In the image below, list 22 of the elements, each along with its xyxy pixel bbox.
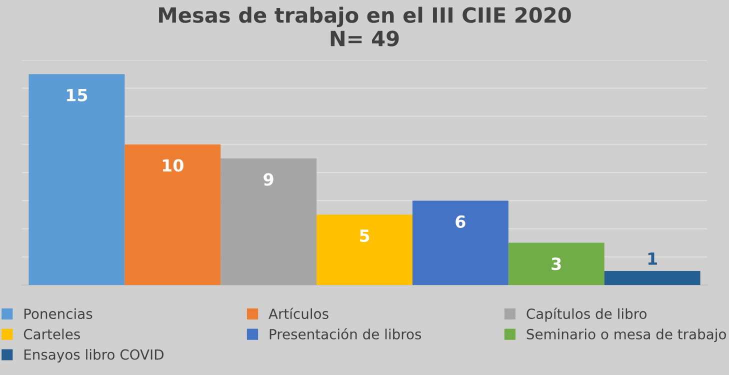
- data-label: 15: [66, 89, 88, 102]
- bar: [508, 242, 604, 285]
- legend-label: Seminario o mesa de trabajo: [526, 328, 726, 342]
- data-label: 5: [360, 230, 370, 242]
- bar: [28, 74, 125, 285]
- legend-label: Carteles: [24, 328, 80, 340]
- data-label: 9: [264, 173, 274, 186]
- legend-label: Artículos: [268, 308, 328, 320]
- legend-label: Ensayos libro COVID: [24, 349, 164, 362]
- bar: [412, 200, 508, 285]
- data-label: 6: [456, 215, 466, 228]
- data-label: 3: [552, 258, 561, 270]
- bar: [316, 214, 412, 285]
- bar: [124, 144, 221, 285]
- data-label: 10: [162, 159, 184, 172]
- data-label: 1: [648, 252, 657, 265]
- legend-label: Ponencias: [24, 308, 92, 320]
- chart-title: Mesas de trabajo en el III CIIE 2020 N= 49: [159, 6, 571, 46]
- legend-label: Presentación de libros: [270, 328, 422, 340]
- bar: [220, 158, 317, 285]
- bar: [604, 270, 700, 285]
- legend-label: Capítulos de libro: [526, 308, 646, 322]
